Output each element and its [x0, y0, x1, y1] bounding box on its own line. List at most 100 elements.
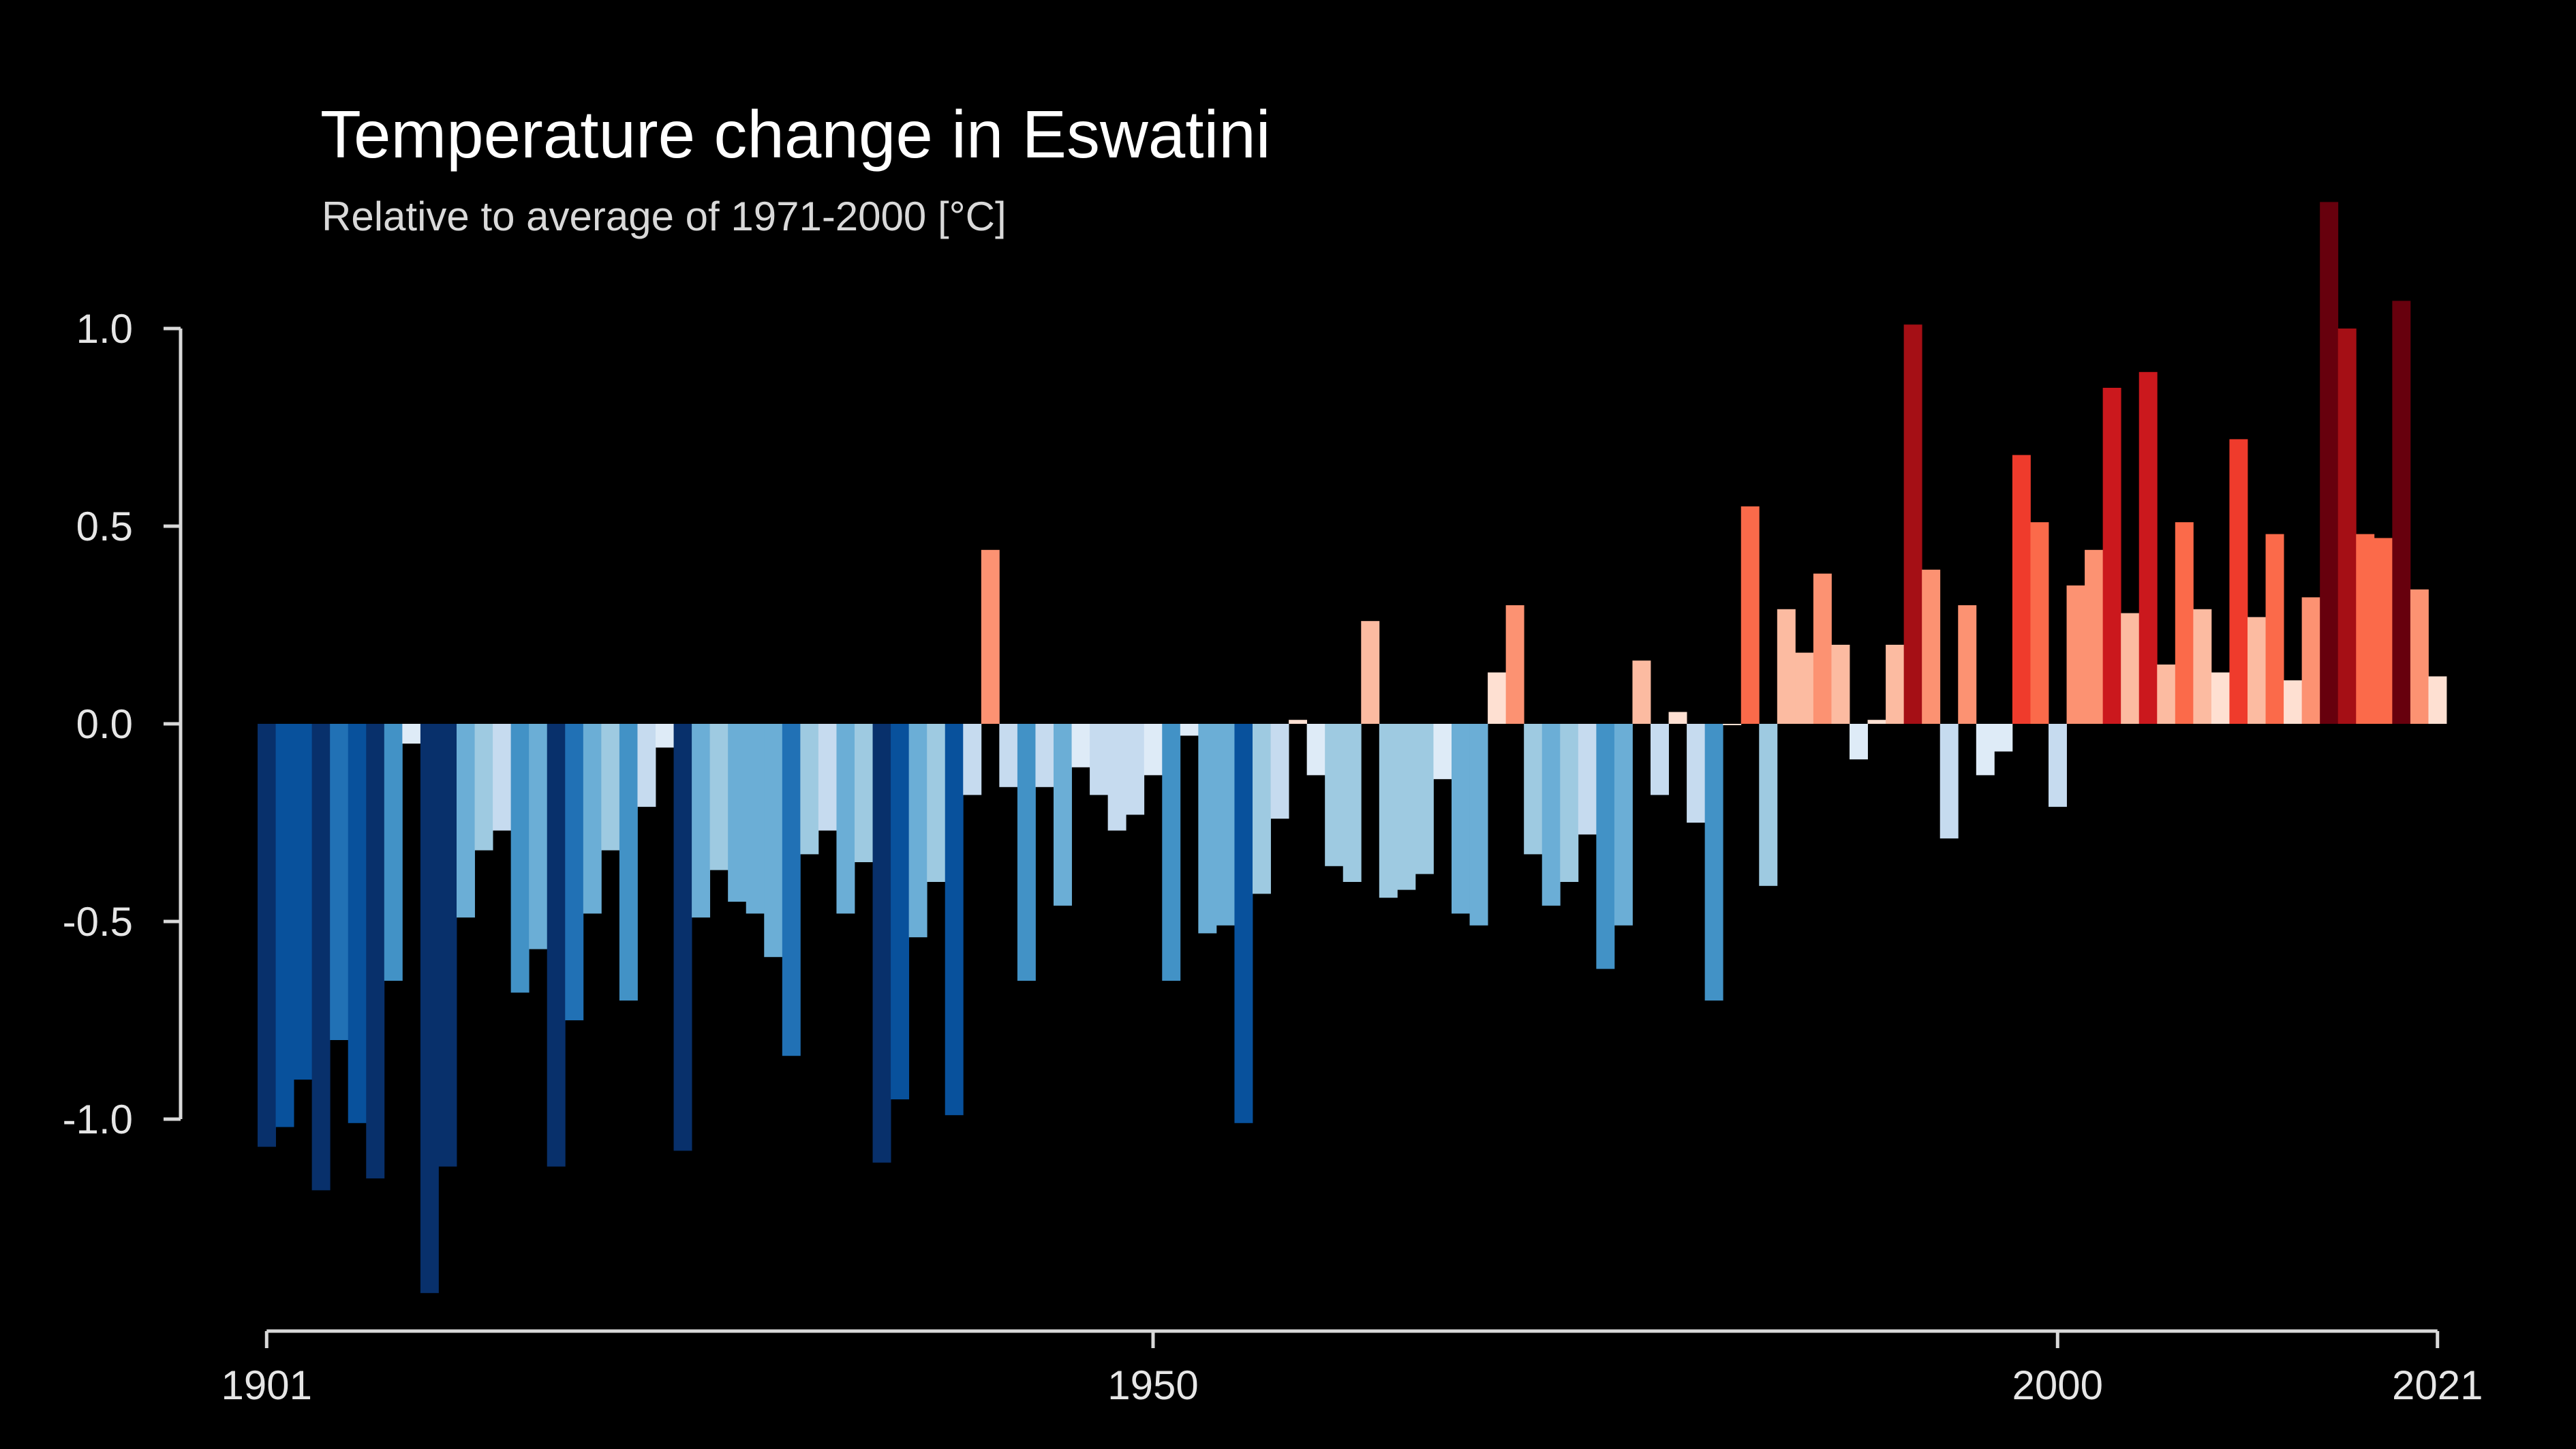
bar-1965 — [1415, 724, 1434, 874]
bar-1988 — [1831, 645, 1850, 724]
bar-1970 — [1505, 605, 1524, 724]
bar-1971 — [1524, 724, 1543, 855]
bars-group — [258, 202, 2447, 1294]
bar-1936 — [891, 724, 910, 1099]
bar-1910 — [420, 724, 439, 1294]
bar-2005 — [2138, 371, 2158, 724]
x-axis: 1901 1950 2000 2021 — [221, 1329, 2483, 1408]
bar-1996 — [1976, 724, 1995, 776]
bar-1998 — [2012, 455, 2031, 724]
bar-1990 — [1867, 720, 1886, 724]
bar-1912 — [457, 724, 475, 918]
bar-2010 — [2229, 439, 2248, 724]
bar-2017 — [2356, 534, 2375, 724]
bar-1939 — [945, 724, 964, 1116]
bar-1966 — [1433, 724, 1452, 780]
bar-2012 — [2265, 534, 2284, 724]
bar-1947 — [1090, 724, 1109, 795]
bar-1976 — [1614, 724, 1633, 926]
bar-1902 — [275, 724, 294, 1127]
bar-1942 — [999, 724, 1018, 787]
bar-1924 — [673, 724, 692, 1151]
x-tick-label: 2021 — [2392, 1362, 2483, 1408]
bar-1994 — [1939, 724, 1959, 839]
bar-1948 — [1107, 724, 1126, 831]
bar-1932 — [818, 724, 837, 831]
bar-1915 — [510, 724, 530, 993]
bar-1964 — [1397, 724, 1416, 890]
bar-1968 — [1469, 724, 1488, 926]
bar-1999 — [2030, 522, 2049, 724]
bar-1986 — [1795, 652, 1814, 724]
bar-2001 — [2066, 585, 2085, 724]
bar-1926 — [709, 724, 729, 870]
bar-1940 — [963, 724, 982, 795]
bar-1925 — [692, 724, 711, 918]
y-tick-label: -1.0 — [63, 1097, 133, 1142]
bar-1934 — [855, 724, 873, 862]
bar-2014 — [2301, 597, 2320, 724]
bar-1982 — [1723, 724, 1742, 725]
bar-1973 — [1560, 724, 1579, 882]
bar-1997 — [1994, 724, 2013, 752]
bar-1951 — [1162, 724, 1181, 981]
bar-1995 — [1958, 605, 1977, 724]
bar-1956 — [1253, 724, 1271, 894]
bar-1937 — [908, 724, 927, 938]
x-tick-label: 1950 — [1107, 1362, 1198, 1408]
bar-1931 — [800, 724, 819, 855]
bar-1952 — [1180, 724, 1199, 736]
bar-1985 — [1777, 609, 1796, 724]
bar-1946 — [1071, 724, 1090, 767]
bar-1933 — [836, 724, 855, 914]
bar-2006 — [2157, 665, 2176, 724]
bar-1953 — [1198, 724, 1217, 934]
y-axis: 1.0 0.5 0.0 -0.5 -1.0 — [63, 306, 183, 1142]
bar-1908 — [384, 724, 403, 981]
bar-2004 — [2121, 613, 2140, 724]
bar-1921 — [619, 724, 638, 1001]
bar-2009 — [2211, 672, 2230, 724]
chart-title: Temperature change in Eswatini — [320, 97, 1271, 172]
bar-2013 — [2284, 680, 2303, 724]
y-tick-label: 1.0 — [76, 306, 133, 352]
y-tick-label: 0.5 — [76, 504, 133, 549]
bar-1943 — [1017, 724, 1036, 981]
bar-1980 — [1687, 724, 1706, 823]
bar-1945 — [1054, 724, 1072, 906]
bar-1975 — [1596, 724, 1615, 969]
bar-1941 — [981, 549, 1000, 724]
bar-1961 — [1343, 724, 1362, 882]
bar-1919 — [583, 724, 602, 914]
bar-1911 — [438, 724, 457, 1167]
bar-1979 — [1668, 712, 1687, 724]
bar-1917 — [547, 724, 566, 1167]
bar-1974 — [1578, 724, 1597, 835]
bar-1955 — [1234, 724, 1253, 1123]
bar-1914 — [493, 724, 512, 831]
bar-1944 — [1035, 724, 1054, 787]
bar-1909 — [402, 724, 421, 744]
bar-1957 — [1270, 724, 1289, 819]
bar-1905 — [330, 724, 349, 1040]
bar-2007 — [2175, 522, 2194, 724]
bar-1903 — [294, 724, 313, 1080]
bar-1984 — [1759, 724, 1778, 886]
bar-1950 — [1144, 724, 1163, 776]
bar-1906 — [348, 724, 367, 1123]
bar-2020 — [2410, 589, 2429, 724]
bar-1978 — [1651, 724, 1669, 795]
bar-1983 — [1741, 506, 1760, 724]
bar-2003 — [2102, 388, 2121, 724]
bar-2000 — [2049, 724, 2067, 807]
bar-1938 — [927, 724, 946, 882]
bar-2019 — [2392, 301, 2411, 724]
bar-1913 — [474, 724, 493, 851]
bar-1920 — [601, 724, 620, 851]
bar-1922 — [637, 724, 656, 807]
bar-1993 — [1922, 569, 1941, 724]
bar-1928 — [746, 724, 765, 914]
bar-1907 — [366, 724, 385, 1178]
bar-1987 — [1813, 573, 1832, 724]
